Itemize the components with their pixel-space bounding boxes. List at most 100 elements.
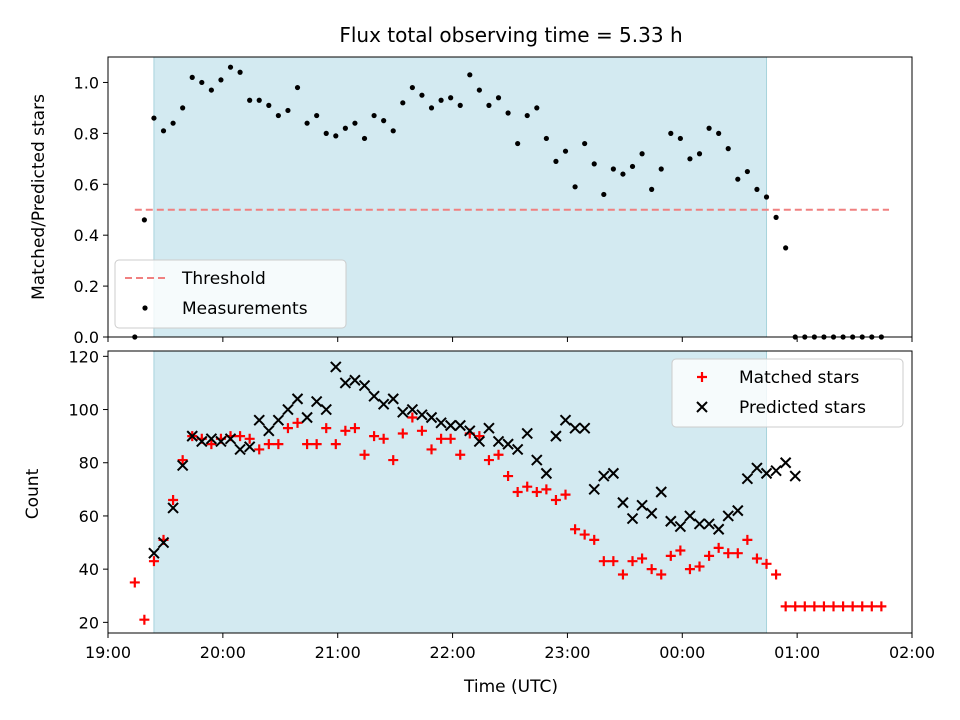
matched-stars-point [378, 433, 389, 444]
matched-stars-point [780, 601, 791, 612]
predicted-stars-point [665, 515, 677, 527]
matched-stars-point [177, 455, 188, 466]
predicted-stars-point [559, 414, 572, 426]
measurement-point [275, 112, 281, 119]
matched-stars-point [742, 534, 753, 545]
matched-stars-point [455, 449, 466, 460]
matched-stars-point [799, 601, 810, 612]
matched-stars-point [665, 550, 676, 561]
chart-title: Flux total observing time = 5.33 h [339, 23, 682, 47]
bottom-y-tick-label: 80 [79, 454, 99, 473]
matched-stars-point [790, 601, 801, 612]
predicted-stars-point [674, 520, 687, 533]
measurement-point [180, 105, 186, 111]
matched-stars-point [608, 556, 619, 567]
x-tick-label: 20:00 [200, 643, 246, 662]
predicted-stars-point [320, 403, 332, 416]
top-y-axis-label: Matched/Predicted stars [29, 94, 49, 300]
predicted-stars-point [588, 483, 600, 496]
predicted-stars-point [741, 472, 754, 485]
measurement-point [486, 102, 492, 108]
predicted-stars-point [301, 411, 313, 424]
predicted-stars-point [598, 470, 610, 482]
predicted-stars-point [684, 510, 696, 522]
bottom-y-tick-label: 100 [68, 401, 99, 420]
top-y-tick-label: 1.0 [74, 73, 99, 92]
matched-stars-point [732, 548, 743, 559]
measurement-point [476, 87, 482, 93]
legend-measurements-swatch [142, 305, 148, 311]
measurement-point [189, 74, 195, 80]
matched-stars-point [148, 556, 159, 567]
count-panel: 20 40 60 80 100 120 19:00 20:00 21:00 22:00 23:00 0… [68, 347, 935, 662]
measurement-point [505, 110, 511, 116]
measurement-point [582, 140, 588, 147]
top-y-tick-label: 0.2 [74, 277, 99, 296]
predicted-stars-point [569, 422, 581, 434]
matched-stars-point [818, 601, 829, 612]
measurement-point [610, 166, 616, 172]
x-tick-label: 00:00 [659, 643, 705, 662]
matched-stars-point [627, 556, 638, 567]
measurement-point [457, 102, 463, 108]
predicted-stars-point [732, 504, 744, 517]
measurement-point [543, 135, 549, 142]
matched-stars-point [704, 550, 715, 561]
matched-stars-point [617, 569, 628, 580]
predicted-stars-point [253, 414, 265, 426]
matched-stars-point [847, 601, 858, 612]
matched-stars-point [761, 558, 772, 569]
measurement-point [266, 102, 272, 108]
predicted-stars-point [358, 379, 371, 392]
matched-stars-point [168, 494, 179, 505]
matched-stars-point [436, 433, 447, 444]
legend-label: Measurements [182, 299, 308, 319]
legend-label: Matched stars [739, 368, 859, 388]
matched-stars-point [311, 439, 322, 450]
matched-stars-point [637, 553, 648, 564]
measurement-point [725, 146, 731, 152]
predicted-stars-point [157, 536, 170, 549]
measurement-point [706, 125, 712, 131]
matched-stars-point [531, 487, 542, 497]
matched-stars-point [359, 449, 370, 460]
measurement-point [428, 105, 435, 111]
measurement-point [199, 79, 205, 86]
matched-stars-point [254, 444, 265, 455]
matched-stars-point [206, 439, 217, 450]
measurement-point [371, 112, 377, 119]
measurement-point [141, 217, 147, 223]
predicted-stars-point [770, 465, 782, 477]
top-axes-frame [107, 56, 913, 338]
measurement-point [361, 135, 368, 142]
predicted-stars-point [272, 414, 285, 426]
measurement-point [773, 214, 779, 220]
predicted-stars-point [291, 393, 304, 405]
measurement-point [314, 112, 320, 119]
x-tick-label: 01:00 [774, 643, 820, 662]
matched-stars-point [292, 417, 303, 428]
top-legend: Threshold Measurements [114, 259, 347, 329]
matched-stars-point [474, 431, 485, 442]
predicted-stars-point [655, 486, 667, 498]
measurement-point [381, 118, 387, 124]
matched-stars-point [857, 601, 868, 612]
measurement-point [572, 184, 578, 190]
matched-stars-point [244, 433, 255, 444]
legend-predicted-swatch [696, 401, 708, 413]
measurement-point [390, 128, 396, 134]
matched-stars-point [445, 433, 456, 444]
matched-stars-point [263, 439, 274, 450]
matched-stars-point [416, 425, 427, 436]
measurement-point [237, 69, 243, 75]
top-y-tick-label: 0.4 [74, 226, 99, 245]
predicted-stars-point [215, 435, 227, 448]
measurement-point [658, 166, 664, 172]
predicted-stars-point [148, 547, 160, 559]
measurement-point [649, 186, 655, 192]
measurement-point [696, 151, 703, 157]
matched-stars-point [675, 545, 686, 556]
predicted-stars-point [339, 377, 352, 389]
x-tick-label: 22:00 [430, 643, 476, 662]
predicted-stars-point [387, 393, 399, 405]
